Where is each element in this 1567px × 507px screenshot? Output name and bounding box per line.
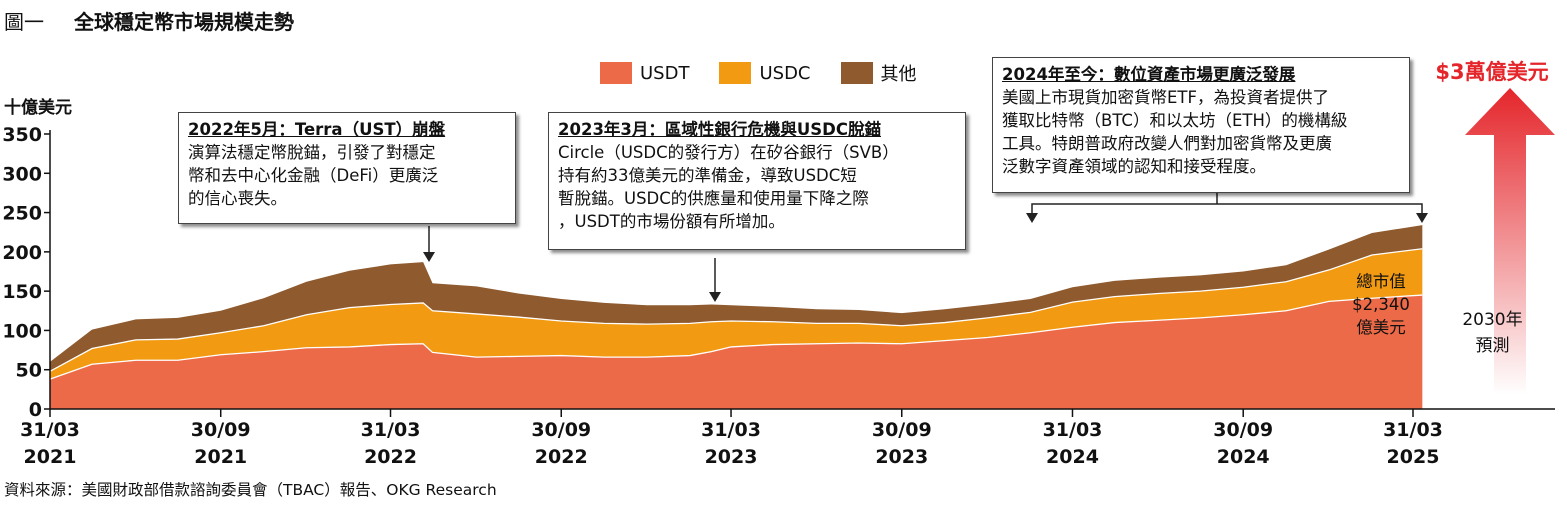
annotation-terra-line: 的信心喪失。 xyxy=(188,189,287,208)
x-tick-label: 31/03 xyxy=(701,419,761,441)
annotation-terra: 2022年5月：Terra（UST）崩盤 演算法穩定幣脫錨，引發了對穩定 幣和去… xyxy=(178,112,516,224)
legend-label-other: 其他 xyxy=(880,64,917,85)
total-label-line: 總市值 xyxy=(1356,272,1406,291)
annotation-svb: 2023年3月：區域性銀行危機與USDC脫錨 Circle（USDC的發行方）在… xyxy=(548,112,966,250)
annotation-terra-line: 幣和去中心化金融（DeFi）更廣泛 xyxy=(188,166,439,185)
x-tick-label: 30/09 xyxy=(531,419,591,441)
total-market-cap-label: 總市值 $2,340 億美元 xyxy=(1336,270,1426,339)
forecast-label: 2030年 預測 xyxy=(1445,307,1540,359)
legend-swatch-usdc xyxy=(719,62,752,84)
y-tick-label: 200 xyxy=(2,242,42,264)
etf-bracket-arrowhead xyxy=(1026,213,1038,223)
x-tick-label: 31/03 xyxy=(361,419,421,441)
x-tick-label: 2021 xyxy=(194,446,247,468)
annotation-svb-heading: 2023年3月：區域性銀行危機與USDC脫錨 xyxy=(558,120,881,139)
annotation-terra-line: 演算法穩定幣脫錨，引發了對穩定 xyxy=(188,143,436,162)
svb-pointer-arrowhead xyxy=(709,292,721,302)
annotation-etf-line: 泛數字資產領域的認知和接受程度。 xyxy=(1002,157,1266,176)
legend-swatch-other xyxy=(840,62,873,84)
legend-item-usdc: USDC xyxy=(719,60,811,86)
figure-title: 圖一 全球穩定幣市場規模走勢 xyxy=(4,6,294,35)
series-usdt-area xyxy=(50,295,1423,409)
x-tick-label: 2021 xyxy=(24,446,77,468)
forecast-year: 2030年 xyxy=(1462,310,1523,330)
source-note: 資料來源：美國財政部借款諮詢委員會（TBAC）報告、OKG Research xyxy=(4,481,497,499)
series-boundary-line xyxy=(49,294,1423,380)
legend-label-usdc: USDC xyxy=(759,62,811,84)
etf-period-bracket xyxy=(1031,203,1423,215)
series-usdc-area xyxy=(50,248,1423,380)
legend-label-usdt: USDT xyxy=(640,62,690,84)
terra-pointer-arrowhead xyxy=(423,252,435,262)
x-tick-label: 2025 xyxy=(1387,446,1440,468)
legend-item-other: 其他 xyxy=(840,60,917,86)
y-tick-label: 50 xyxy=(16,360,42,382)
x-tick-label: 30/09 xyxy=(1213,419,1273,441)
y-tick-label: 150 xyxy=(2,281,42,303)
x-tick-label: 2022 xyxy=(535,446,588,468)
target-label: $3萬億美元 xyxy=(1435,60,1549,84)
y-tick-label: 250 xyxy=(2,203,42,225)
y-tick-label: 0 xyxy=(29,399,42,421)
annotation-etf-line: 獲取比特幣（BTC）和以太坊（ETH）的機構級 xyxy=(1002,111,1348,130)
annotation-etf-line: 工具。特朗普政府改變人們對加密貨幣及更廣 xyxy=(1002,134,1332,153)
legend-swatch-usdt xyxy=(600,62,632,84)
forecast-arrow xyxy=(1465,88,1555,395)
figure-number: 圖一 xyxy=(4,10,44,34)
annotation-svb-line: Circle（USDC的發行方）在矽谷銀行（SVB） xyxy=(558,143,899,162)
y-tick-label: 300 xyxy=(2,163,42,185)
y-axis-unit: 十億美元 xyxy=(4,98,72,118)
x-tick-label: 31/03 xyxy=(20,419,80,441)
x-tick-label: 30/09 xyxy=(872,419,932,441)
x-tick-label: 2024 xyxy=(1046,446,1099,468)
etf-bracket-arrowhead xyxy=(1416,213,1428,223)
legend-item-usdt: USDT xyxy=(600,60,689,86)
x-tick-label: 30/09 xyxy=(191,419,251,441)
forecast-text: 預測 xyxy=(1475,336,1510,356)
total-label-line: $2,340 xyxy=(1352,295,1410,314)
annotation-terra-heading: 2022年5月：Terra（UST）崩盤 xyxy=(188,120,446,139)
total-label-line: 億美元 xyxy=(1356,318,1406,337)
figure-title-text: 全球穩定幣市場規模走勢 xyxy=(74,10,294,34)
y-tick-label: 100 xyxy=(2,320,42,342)
x-tick-label: 31/03 xyxy=(1043,419,1103,441)
y-tick-label: 350 xyxy=(2,124,42,146)
x-tick-label: 2024 xyxy=(1217,446,1270,468)
annotation-svb-line: 暫脫錨。USDC的供應量和使用量下降之際 xyxy=(558,189,869,208)
annotation-etf-line: 美國上市現貨加密貨幣ETF，為投資者提供了 xyxy=(1002,88,1329,107)
annotation-etf-heading: 2024年至今：數位資產市場更廣泛發展 xyxy=(1002,65,1296,84)
x-tick-label: 31/03 xyxy=(1383,419,1443,441)
legend: USDT USDC 其他 xyxy=(600,60,917,86)
series-boundary-line xyxy=(49,248,1423,372)
x-tick-label: 2022 xyxy=(364,446,417,468)
x-tick-label: 2023 xyxy=(875,446,928,468)
annotation-svb-line: ，USDT的市場份額有所增加。 xyxy=(558,212,785,231)
annotation-svb-line: 持有約33億美元的準備金，導致USDC短 xyxy=(558,166,857,185)
series-other-area xyxy=(50,225,1423,372)
annotation-etf: 2024年至今：數位資產市場更廣泛發展 美國上市現貨加密貨幣ETF，為投資者提供… xyxy=(992,57,1410,193)
x-tick-label: 2023 xyxy=(705,446,758,468)
